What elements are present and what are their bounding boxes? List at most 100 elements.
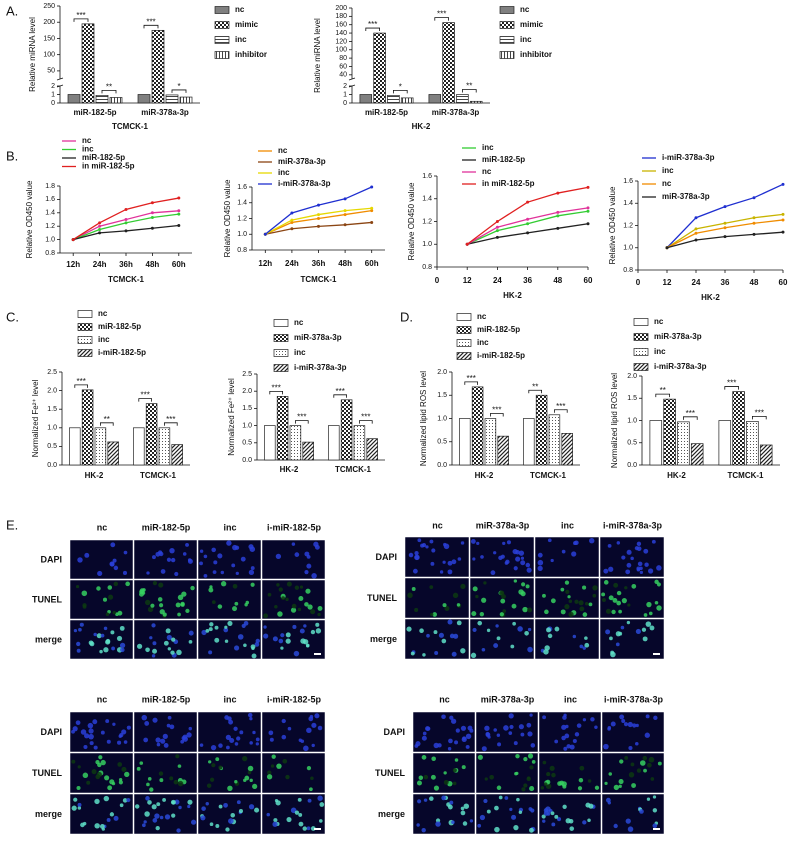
cell bbox=[613, 582, 619, 588]
significance-bracket bbox=[333, 394, 347, 398]
y-tick-label: 0.5 bbox=[627, 440, 637, 447]
significance-bracket bbox=[365, 27, 380, 32]
y-tick-label: 100 bbox=[43, 52, 55, 59]
point bbox=[495, 235, 499, 239]
cell bbox=[603, 743, 609, 750]
cell bbox=[551, 822, 556, 827]
point bbox=[781, 212, 785, 216]
cell bbox=[493, 551, 497, 555]
point bbox=[98, 221, 102, 225]
cell bbox=[306, 644, 310, 648]
cell bbox=[500, 598, 506, 604]
cell bbox=[263, 625, 267, 629]
cell bbox=[416, 823, 420, 827]
cell bbox=[304, 551, 310, 557]
cell bbox=[484, 725, 490, 731]
cell bbox=[151, 623, 156, 628]
y-tick-label: 0.0 bbox=[627, 462, 637, 469]
micrograph bbox=[133, 752, 198, 794]
cell bbox=[513, 579, 518, 583]
cell bbox=[177, 764, 182, 768]
point bbox=[343, 213, 347, 217]
cell bbox=[298, 821, 304, 827]
axis-break bbox=[56, 77, 64, 81]
x-axis-label: TCMCK-1 bbox=[108, 275, 145, 284]
x-tick-label: 0 bbox=[636, 278, 641, 287]
cell bbox=[499, 590, 505, 596]
cell bbox=[218, 743, 223, 748]
y-tick-label: 1.0 bbox=[242, 422, 252, 429]
y-tick-label: 0.8 bbox=[237, 247, 247, 254]
cell bbox=[605, 629, 611, 635]
cell bbox=[254, 642, 260, 647]
cell bbox=[654, 579, 659, 585]
cell bbox=[430, 774, 436, 780]
bar bbox=[81, 23, 95, 104]
cell bbox=[613, 784, 620, 791]
column-label: i-miR-378a-3p bbox=[604, 694, 664, 704]
cell bbox=[592, 585, 598, 591]
cell bbox=[518, 550, 525, 556]
x-tick-label: TCMCK-1 bbox=[335, 465, 372, 474]
cell bbox=[218, 804, 223, 809]
legend-swatch bbox=[77, 349, 93, 357]
cell bbox=[545, 806, 551, 813]
y-tick-label: 1.5 bbox=[627, 395, 637, 402]
cell bbox=[469, 728, 474, 733]
x-tick-label: 24 bbox=[493, 276, 502, 285]
cell bbox=[588, 602, 593, 607]
cell bbox=[643, 768, 647, 773]
cell bbox=[627, 721, 633, 728]
cell bbox=[314, 713, 320, 719]
y-tick-label: 80 bbox=[339, 55, 347, 62]
legend-label: inc bbox=[654, 347, 666, 356]
cell bbox=[579, 606, 585, 612]
legend-swatch bbox=[214, 6, 230, 14]
significance-label: *** bbox=[686, 409, 695, 418]
legend-label: inc bbox=[278, 168, 290, 177]
cell bbox=[462, 821, 468, 826]
cell bbox=[639, 570, 644, 574]
cell bbox=[276, 763, 282, 769]
x-tick-label: 12 bbox=[663, 278, 672, 287]
cell bbox=[512, 621, 516, 626]
row-label: merge bbox=[35, 809, 62, 819]
cell bbox=[549, 765, 555, 771]
bar bbox=[561, 433, 573, 466]
cell bbox=[242, 755, 248, 762]
legend-label: miR-182-5p bbox=[82, 153, 125, 162]
cell bbox=[247, 712, 253, 718]
cell bbox=[511, 603, 517, 609]
x-axis-label: HK-2 bbox=[503, 291, 522, 300]
cell bbox=[619, 714, 625, 720]
cell bbox=[77, 765, 81, 769]
cell bbox=[123, 740, 128, 744]
legend-swatch bbox=[633, 318, 649, 326]
cell bbox=[452, 781, 457, 786]
cell bbox=[648, 611, 653, 616]
x-axis-label: TCMCK-1 bbox=[301, 275, 338, 284]
cell bbox=[234, 601, 239, 606]
cell bbox=[421, 827, 426, 833]
legend-label: inc bbox=[477, 338, 489, 347]
cell bbox=[543, 782, 548, 786]
point bbox=[781, 218, 785, 222]
cell bbox=[71, 759, 76, 764]
line bbox=[466, 210, 589, 245]
y-tick-label: 2.0 bbox=[627, 373, 637, 380]
cell bbox=[71, 805, 77, 811]
cell bbox=[508, 713, 514, 719]
cell bbox=[77, 557, 83, 563]
axis-break bbox=[348, 77, 356, 81]
micrograph bbox=[197, 579, 262, 620]
significance-bracket bbox=[434, 17, 449, 21]
micrograph bbox=[475, 752, 539, 794]
point bbox=[723, 205, 727, 209]
legend-label: inc bbox=[82, 145, 94, 154]
cell bbox=[188, 630, 194, 636]
scale-bar bbox=[653, 653, 660, 655]
point bbox=[124, 221, 128, 225]
significance-label: *** bbox=[77, 377, 86, 386]
legend-swatch bbox=[499, 6, 515, 14]
cell bbox=[496, 733, 501, 737]
